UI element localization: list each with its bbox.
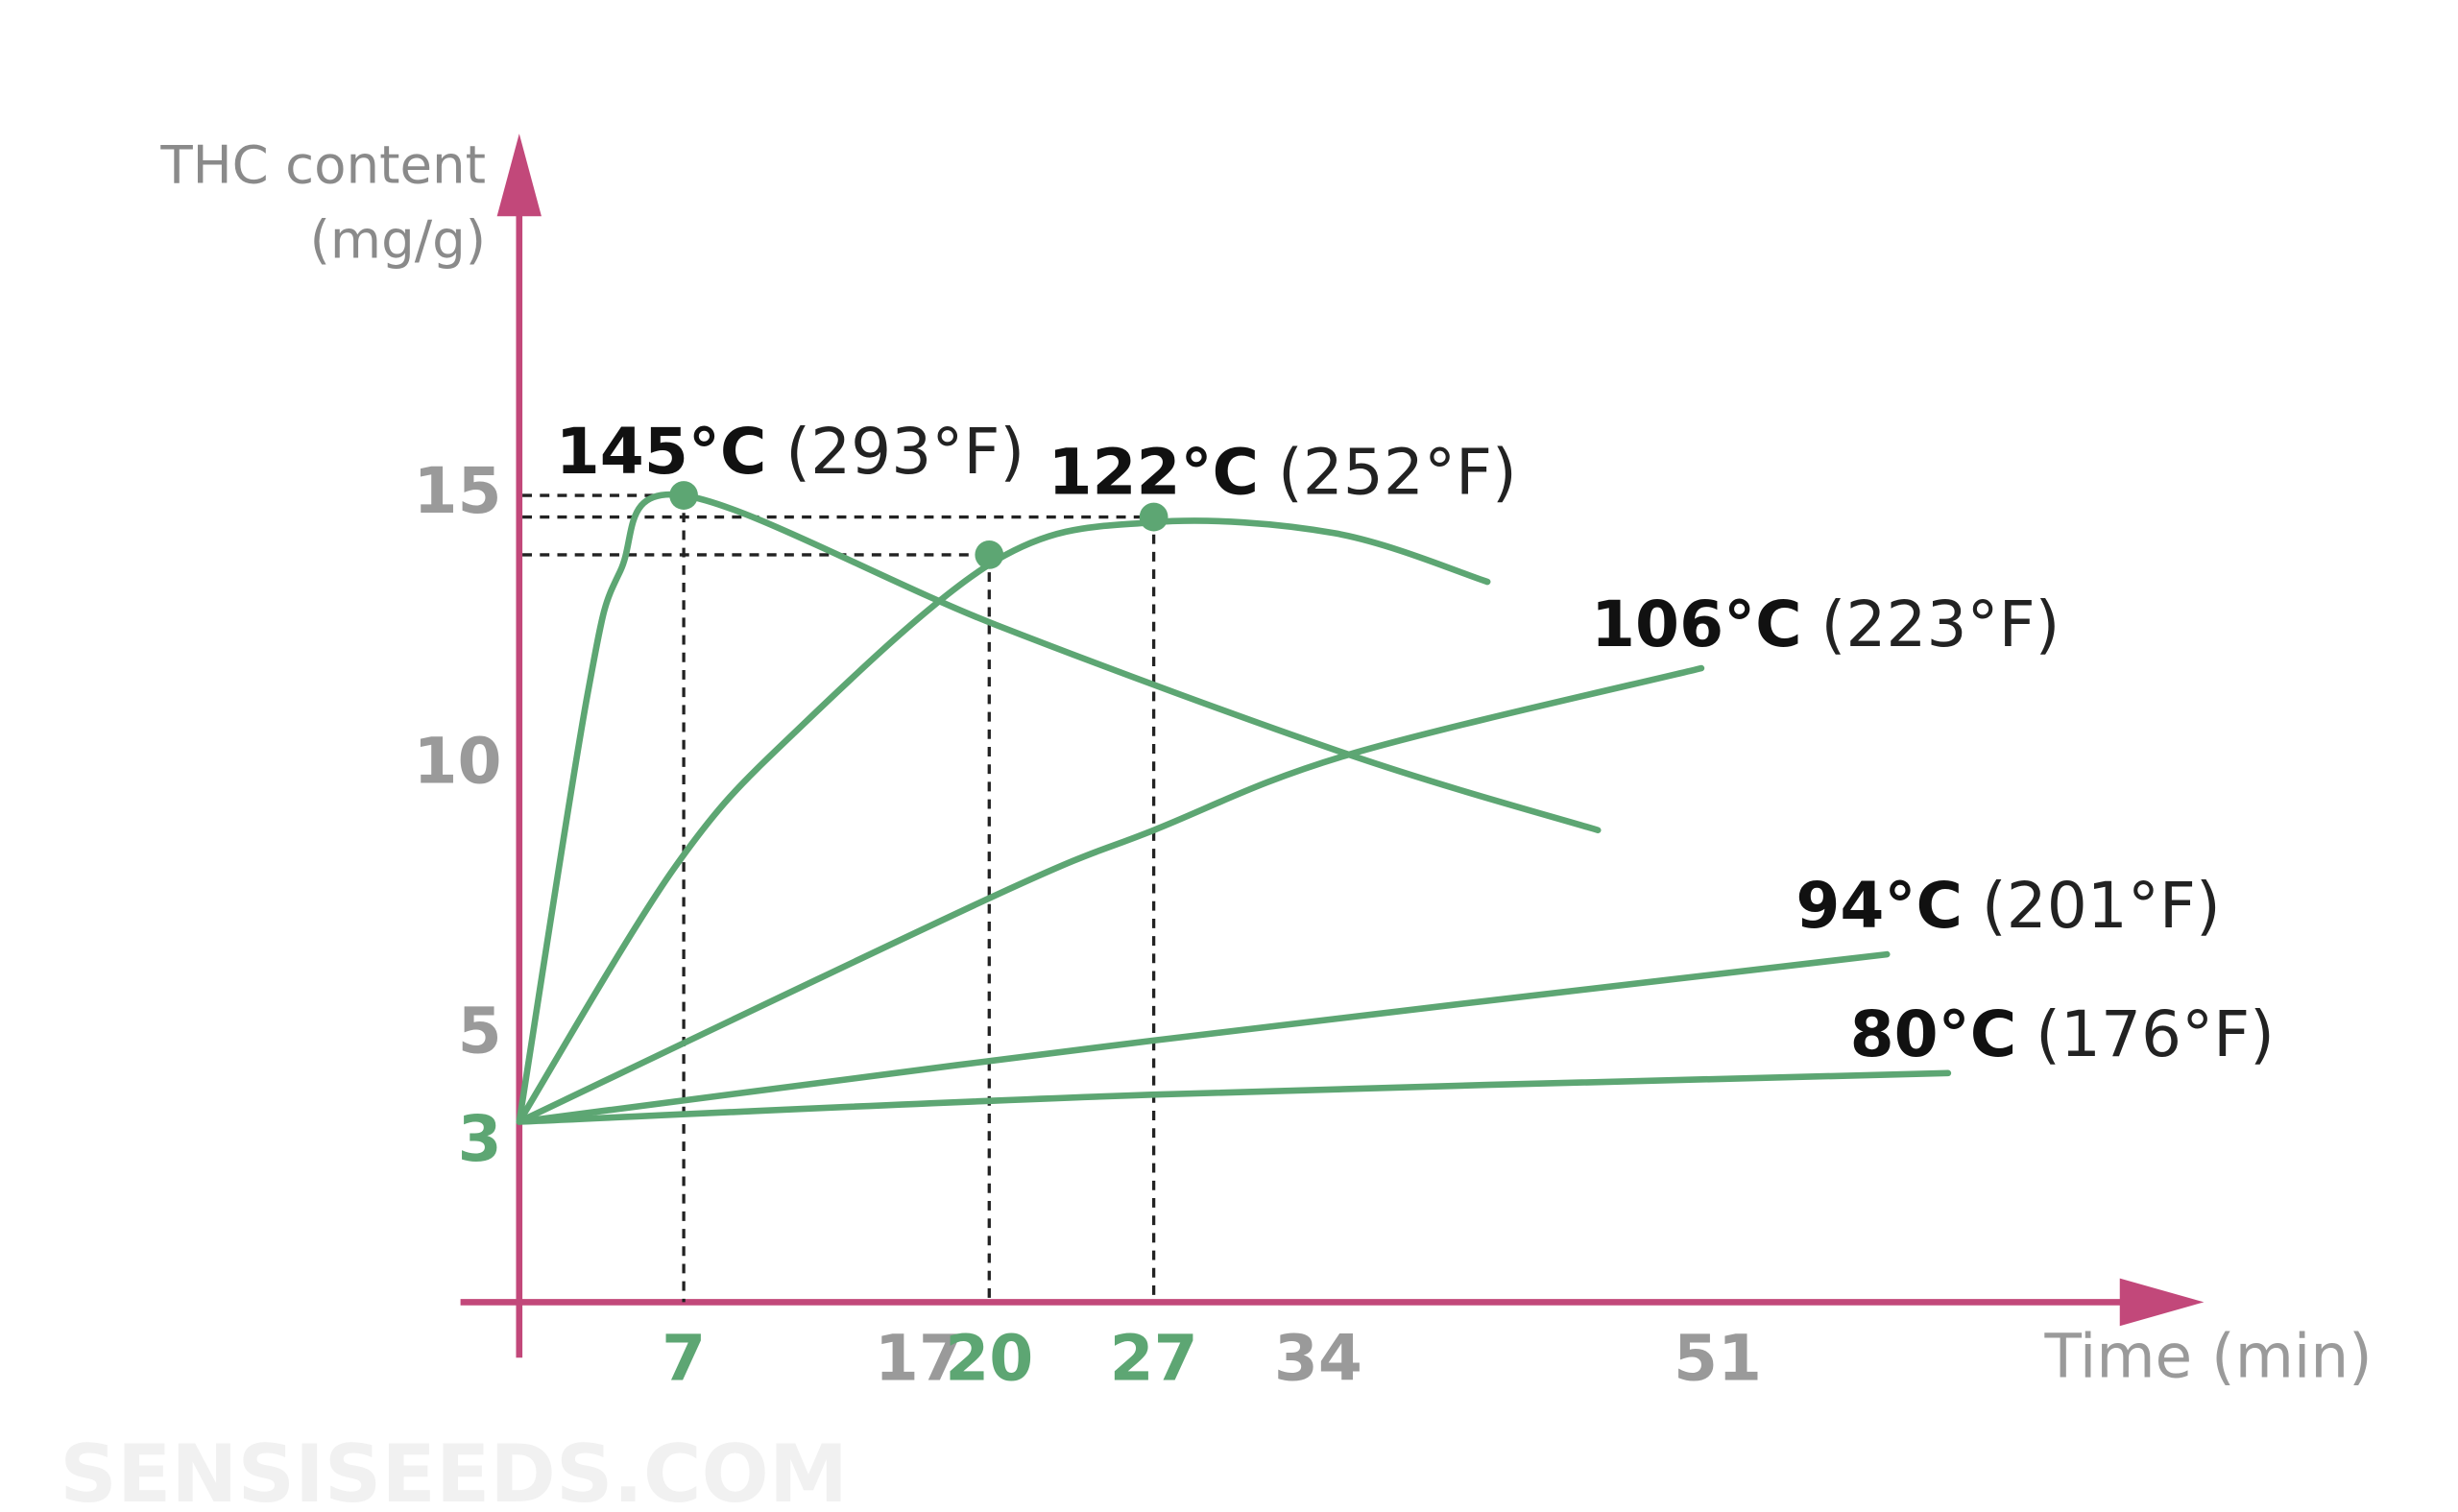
series-label: 106°C (223°F) — [1591, 588, 2060, 661]
series-line — [516, 1069, 1952, 1125]
x-tick-label: 51 — [1674, 1321, 1762, 1395]
series-name: 80°C — [1850, 997, 2017, 1071]
series-fahrenheit: (201°F) — [1982, 869, 2221, 943]
series-line — [516, 491, 1602, 1125]
series-name: 94°C — [1795, 869, 1963, 943]
marker — [669, 481, 698, 510]
y-tick-label: 10 — [414, 724, 502, 798]
series-line — [516, 664, 1705, 1125]
marker — [975, 540, 1004, 569]
x-tick-label: 34 — [1274, 1321, 1362, 1395]
series-name: 106°C — [1591, 588, 1802, 661]
y-axis-arrow — [496, 133, 542, 217]
marker — [1139, 502, 1169, 532]
x-tick-label: 27 — [1110, 1321, 1198, 1395]
y-tick-label: 15 — [414, 454, 502, 528]
x-tick-label: 17 — [875, 1321, 963, 1395]
watermark: SENSISEEDS.COM — [60, 1428, 848, 1512]
series-label: 122°C (252°F) — [1048, 436, 1516, 510]
x-axis-label: Time (min) — [2043, 1322, 2372, 1392]
x-tick-label: 7 — [662, 1321, 706, 1395]
series-fahrenheit: (223°F) — [1821, 588, 2060, 661]
y-axis-label: (mg/g) — [310, 208, 486, 270]
series-label: 80°C (176°F) — [1850, 997, 2275, 1071]
series-fahrenheit: (252°F) — [1278, 436, 1517, 510]
series-name: 145°C — [556, 415, 767, 489]
axes — [460, 133, 2205, 1358]
y-tick-label: 5 — [458, 995, 502, 1068]
y-axis-label: THC content — [159, 134, 486, 196]
y-tick-label: 3 — [458, 1102, 502, 1176]
series-fahrenheit: (293°F) — [785, 415, 1024, 489]
series-fahrenheit: (176°F) — [2036, 997, 2275, 1071]
x-tick-label: 20 — [945, 1321, 1033, 1395]
series-line — [516, 950, 1891, 1125]
x-axis-arrow — [2119, 1278, 2205, 1327]
series-label: 94°C (201°F) — [1795, 869, 2220, 943]
series-line — [516, 517, 1491, 1125]
series-label: 145°C (293°F) — [556, 415, 1024, 489]
series-name: 122°C — [1048, 436, 1259, 510]
